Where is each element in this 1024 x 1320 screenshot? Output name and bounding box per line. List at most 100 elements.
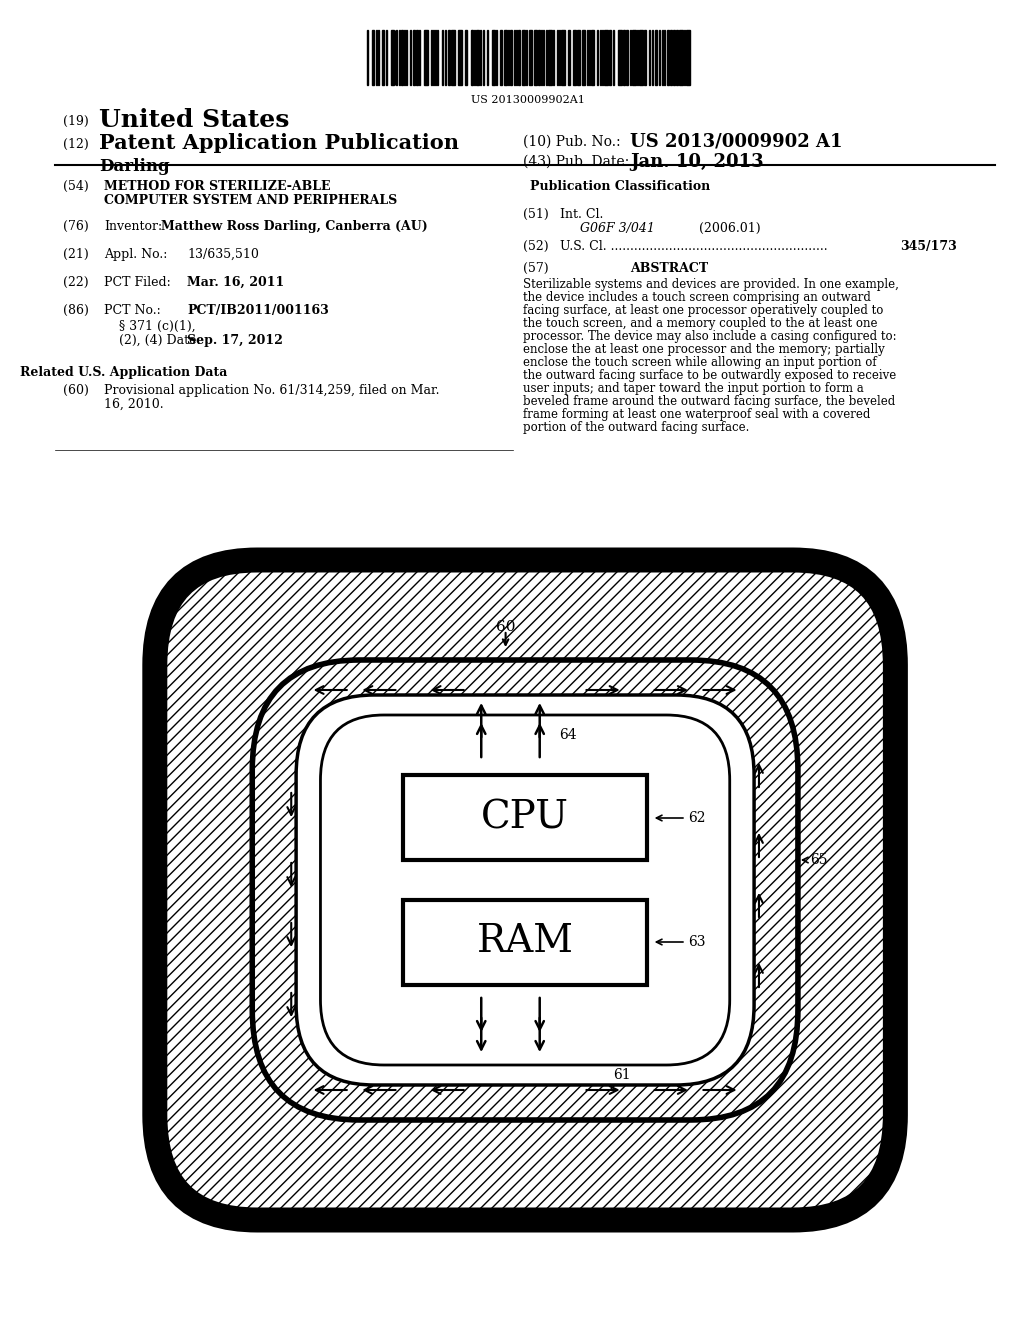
Text: 62: 62 — [688, 810, 706, 825]
Text: METHOD FOR STERILIZE-ABLE: METHOD FOR STERILIZE-ABLE — [104, 180, 331, 193]
Text: (10) Pub. No.:: (10) Pub. No.: — [523, 135, 621, 149]
FancyBboxPatch shape — [296, 696, 754, 1085]
Text: (2006.01): (2006.01) — [698, 222, 760, 235]
Text: (52): (52) — [523, 240, 549, 253]
Bar — [401, 30, 403, 84]
Bar — [632, 30, 636, 84]
Bar — [676, 30, 678, 84]
Text: (54): (54) — [63, 180, 89, 193]
Bar — [451, 30, 455, 84]
Text: PCT No.:: PCT No.: — [104, 304, 161, 317]
Bar — [568, 30, 570, 84]
Bar — [617, 30, 622, 84]
Bar — [668, 30, 670, 84]
Text: (86): (86) — [63, 304, 89, 317]
Text: 63: 63 — [688, 935, 706, 949]
Text: PCT Filed:: PCT Filed: — [104, 276, 171, 289]
Text: G06F 3/041: G06F 3/041 — [580, 222, 654, 235]
Text: (76): (76) — [63, 220, 89, 234]
Bar — [671, 30, 672, 84]
Text: Mar. 16, 2011: Mar. 16, 2011 — [187, 276, 285, 289]
Text: Related U.S. Application Data: Related U.S. Application Data — [19, 366, 227, 379]
Text: U.S. Cl. ........................................................: U.S. Cl. ...............................… — [560, 240, 827, 253]
Text: ABSTRACT: ABSTRACT — [630, 261, 709, 275]
Bar — [561, 30, 565, 84]
Bar — [372, 30, 374, 84]
Bar — [549, 30, 552, 84]
Bar — [591, 30, 594, 84]
Bar — [403, 775, 647, 861]
Text: Matthew Ross Darling, Canberra (AU): Matthew Ross Darling, Canberra (AU) — [161, 220, 427, 234]
FancyBboxPatch shape — [252, 660, 798, 1119]
Bar — [518, 30, 520, 84]
Bar — [679, 30, 683, 84]
Bar — [449, 30, 451, 84]
Bar — [522, 30, 525, 84]
Text: Jan. 10, 2013: Jan. 10, 2013 — [631, 153, 764, 172]
Bar — [529, 30, 531, 84]
Text: the device includes a touch screen comprising an outward: the device includes a touch screen compr… — [523, 290, 871, 304]
Text: processor. The device may also include a casing configured to:: processor. The device may also include a… — [523, 330, 897, 343]
Text: Sterilizable systems and devices are provided. In one example,: Sterilizable systems and devices are pro… — [523, 279, 899, 290]
Bar — [458, 30, 462, 84]
Text: 61: 61 — [612, 1068, 631, 1082]
Text: Publication Classification: Publication Classification — [530, 180, 711, 193]
Text: 16, 2010.: 16, 2010. — [104, 399, 164, 411]
Bar — [504, 30, 507, 84]
Text: (43) Pub. Date:: (43) Pub. Date: — [523, 154, 630, 169]
Bar — [416, 30, 418, 84]
Text: portion of the outward facing surface.: portion of the outward facing surface. — [523, 421, 750, 434]
Text: US 2013/0009902 A1: US 2013/0009902 A1 — [631, 132, 843, 150]
Bar — [476, 30, 479, 84]
Text: (60): (60) — [63, 384, 89, 397]
Text: 13/635,510: 13/635,510 — [187, 248, 259, 261]
Text: (2), (4) Date:: (2), (4) Date: — [119, 334, 201, 347]
Text: Inventor:: Inventor: — [104, 220, 162, 234]
Bar — [390, 30, 393, 84]
Text: user inputs; and taper toward the input portion to form a: user inputs; and taper toward the input … — [523, 381, 864, 395]
Bar — [604, 30, 608, 84]
Bar — [424, 30, 428, 84]
Text: PCT/IB2011/001163: PCT/IB2011/001163 — [187, 304, 329, 317]
Bar — [500, 30, 502, 84]
Bar — [510, 30, 512, 84]
Bar — [534, 30, 537, 84]
Text: frame forming at least one waterproof seal with a covered: frame forming at least one waterproof se… — [523, 408, 870, 421]
Text: Provisional application No. 61/314,259, filed on Mar.: Provisional application No. 61/314,259, … — [104, 384, 439, 397]
Text: COMPUTER SYSTEM AND PERIPHERALS: COMPUTER SYSTEM AND PERIPHERALS — [104, 194, 397, 207]
Text: (21): (21) — [63, 248, 89, 261]
Text: (51): (51) — [523, 209, 549, 220]
Text: (12): (12) — [63, 139, 89, 150]
Text: Patent Application Publication: Patent Application Publication — [99, 133, 460, 153]
Bar — [432, 30, 434, 84]
Text: Darling: Darling — [99, 158, 170, 176]
Bar — [577, 30, 580, 84]
Bar — [686, 30, 690, 84]
Text: (19): (19) — [63, 115, 89, 128]
Bar — [609, 30, 611, 84]
Bar — [572, 30, 575, 84]
Text: Int. Cl.: Int. Cl. — [560, 209, 603, 220]
Text: Appl. No.:: Appl. No.: — [104, 248, 168, 261]
Text: 60: 60 — [496, 620, 515, 634]
Bar — [627, 30, 629, 84]
Text: US 20130009902A1: US 20130009902A1 — [471, 95, 585, 106]
Text: § 371 (c)(1),: § 371 (c)(1), — [119, 319, 196, 333]
Text: (57): (57) — [523, 261, 549, 275]
Text: CPU: CPU — [481, 800, 569, 837]
Text: enclose the at least one processor and the memory; partially: enclose the at least one processor and t… — [523, 343, 885, 356]
Bar — [654, 30, 656, 84]
Text: the outward facing surface to be outwardly exposed to receive: the outward facing surface to be outward… — [523, 370, 896, 381]
Text: (22): (22) — [63, 276, 89, 289]
Text: 64: 64 — [559, 729, 577, 742]
Text: enclose the touch screen while allowing an input portion of: enclose the touch screen while allowing … — [523, 356, 877, 370]
Bar — [639, 30, 643, 84]
Text: beveled frame around the outward facing surface, the beveled: beveled frame around the outward facing … — [523, 395, 895, 408]
Text: 345/173: 345/173 — [900, 240, 956, 253]
Bar — [538, 30, 540, 84]
Text: RAM: RAM — [476, 924, 573, 961]
Bar — [403, 900, 647, 985]
Text: 65: 65 — [810, 853, 827, 867]
Bar — [382, 30, 384, 84]
Bar — [492, 30, 495, 84]
